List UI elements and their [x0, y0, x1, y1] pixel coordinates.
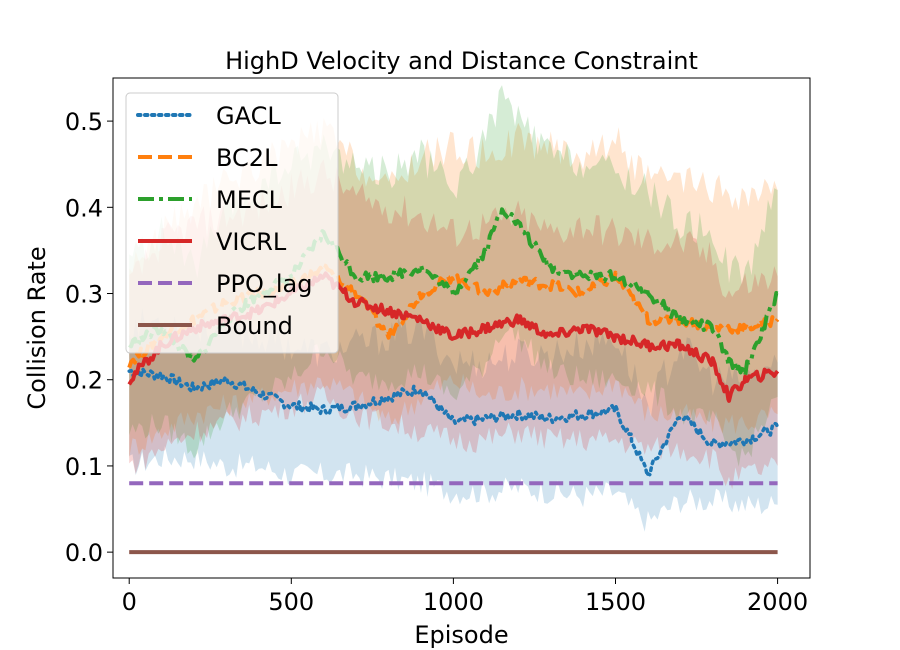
y-tick-label: 0.2 [65, 367, 103, 395]
legend-label-bound: Bound [216, 312, 293, 340]
legend-label-ppo-lag: PPO_lag [216, 270, 312, 298]
series-line-gacl [127, 367, 780, 478]
x-tick-label: 1000 [423, 588, 484, 616]
legend: GACL BC2L MECL VICRL PPO_lag Bound [125, 92, 339, 354]
legend-label-bc2l: BC2L [216, 144, 278, 172]
series-line-mecl [128, 207, 779, 378]
y-tick-label: 0.3 [65, 281, 103, 309]
x-tick-label: 0 [122, 588, 137, 616]
x-tick-label: 500 [268, 588, 314, 616]
y-tick-label: 0.4 [65, 194, 103, 222]
y-tick-label: 0.0 [65, 539, 103, 567]
y-axis-label: Collision Rate [23, 246, 51, 409]
legend-label-mecl: MECL [216, 186, 283, 214]
y-tick-label: 0.5 [65, 108, 103, 136]
x-axis-label: Episode [414, 621, 508, 649]
chart-title: HighD Velocity and Distance Constraint [225, 47, 698, 75]
y-tick-label: 0.1 [65, 453, 103, 481]
plot-frame [112, 77, 811, 579]
legend-label-vicrl: VICRL [216, 228, 287, 256]
x-tick-label: 2000 [747, 588, 808, 616]
y-axis-ticks: 0.0 0.1 0.2 0.3 0.4 0.5 [65, 108, 113, 567]
x-tick-label: 1500 [585, 588, 646, 616]
legend-label-gacl: GACL [216, 102, 281, 130]
x-axis-ticks: 0 500 1000 1500 2000 [122, 578, 808, 616]
